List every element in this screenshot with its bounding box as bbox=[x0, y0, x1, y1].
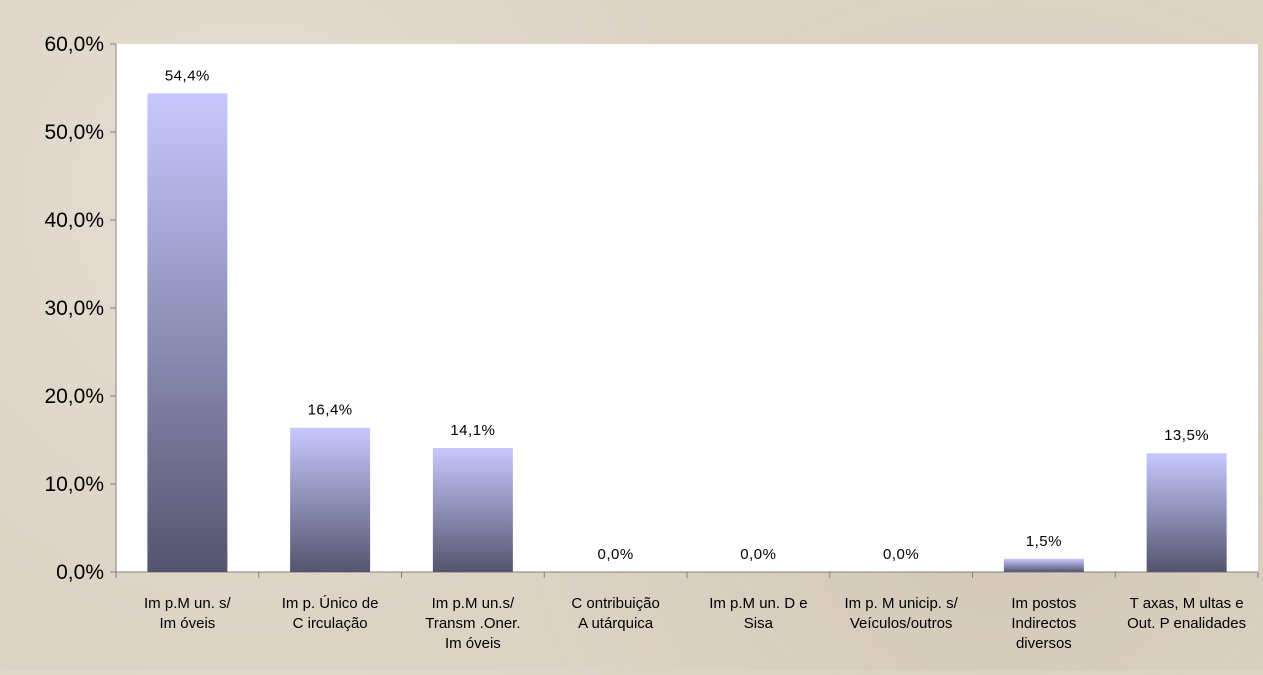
value-label: 16,4% bbox=[308, 402, 353, 419]
category-label-line: Transm .Oner. bbox=[425, 615, 520, 632]
bar bbox=[1146, 453, 1227, 572]
category-label-line: Im p.M un. D e bbox=[709, 595, 807, 612]
value-label: 0,0% bbox=[740, 546, 776, 563]
category-label-line: C irculação bbox=[293, 615, 368, 632]
value-label: 54,4% bbox=[165, 67, 210, 84]
value-label: 0,0% bbox=[598, 546, 634, 563]
category-label: Im p. Único de C irculação bbox=[282, 595, 379, 632]
value-label: 1,5% bbox=[1026, 533, 1062, 550]
category-label-line: T axas, M ultas e bbox=[1130, 595, 1244, 612]
category-label-line: Im p. Único de bbox=[282, 595, 379, 612]
category-label-line: C ontribuição bbox=[571, 595, 659, 612]
y-tick-label: 30,0% bbox=[44, 297, 104, 320]
y-tick-label: 60,0% bbox=[44, 33, 104, 56]
category-label-line: Indirectos bbox=[1011, 615, 1076, 632]
bar bbox=[147, 93, 228, 572]
category-labels: Im p.M un. s/Im óveis Im p. Único de C irc… bbox=[144, 595, 1246, 652]
y-axis: 0,0% 10,0% 20,0% 30,0% 40,0% 50,0% 60,0% bbox=[44, 33, 117, 584]
category-label: Im p.M un. s/Im óveis bbox=[144, 595, 232, 632]
y-tick-label: 50,0% bbox=[44, 121, 104, 144]
category-label-line: Im óveis bbox=[445, 635, 501, 652]
value-labels: 54,4% 16,4% 14,1% 0,0% 0,0% 0,0% 1,5% 13,5% bbox=[165, 67, 1209, 563]
y-tick-label: 0,0% bbox=[56, 561, 104, 584]
value-label: 0,0% bbox=[883, 546, 919, 563]
bar bbox=[290, 427, 371, 572]
value-label: 14,1% bbox=[450, 422, 495, 439]
category-label-line: Im óveis bbox=[159, 615, 215, 632]
bar bbox=[432, 447, 513, 572]
bars bbox=[147, 93, 1227, 572]
category-label: T axas, M ultas e Out. P enalidades bbox=[1127, 595, 1246, 632]
category-label-line: Veículos/outros bbox=[850, 615, 953, 632]
y-tick-label: 20,0% bbox=[44, 385, 104, 408]
category-label: Im p. M unicip. s/Veículos/outros bbox=[844, 595, 958, 632]
category-label-line: diversos bbox=[1016, 635, 1072, 652]
category-label-line: Im p. M unicip. s/ bbox=[844, 595, 958, 612]
category-label-line: Im p.M un. s/ bbox=[144, 595, 232, 612]
category-label: Im postos Indirectos diversos bbox=[1011, 595, 1076, 652]
category-label: Im p.M un. D e Sisa bbox=[709, 595, 807, 632]
bar bbox=[1003, 558, 1084, 572]
category-label-line: Out. P enalidades bbox=[1127, 615, 1246, 632]
category-label-line: Sisa bbox=[744, 615, 774, 632]
category-label: Im p.M un.s/Transm .Oner. Im óveis bbox=[425, 595, 520, 652]
y-tick-label: 10,0% bbox=[44, 473, 104, 496]
x-axis bbox=[115, 571, 1259, 578]
y-tick-label: 40,0% bbox=[44, 209, 104, 232]
category-label-line: A utárquica bbox=[578, 615, 654, 632]
category-label-line: Im p.M un.s/ bbox=[432, 595, 515, 612]
category-label: C ontribuição A utárquica bbox=[571, 595, 659, 632]
value-label: 13,5% bbox=[1164, 427, 1209, 444]
plot-area bbox=[116, 44, 1258, 572]
category-label-line: Im postos bbox=[1011, 595, 1076, 612]
